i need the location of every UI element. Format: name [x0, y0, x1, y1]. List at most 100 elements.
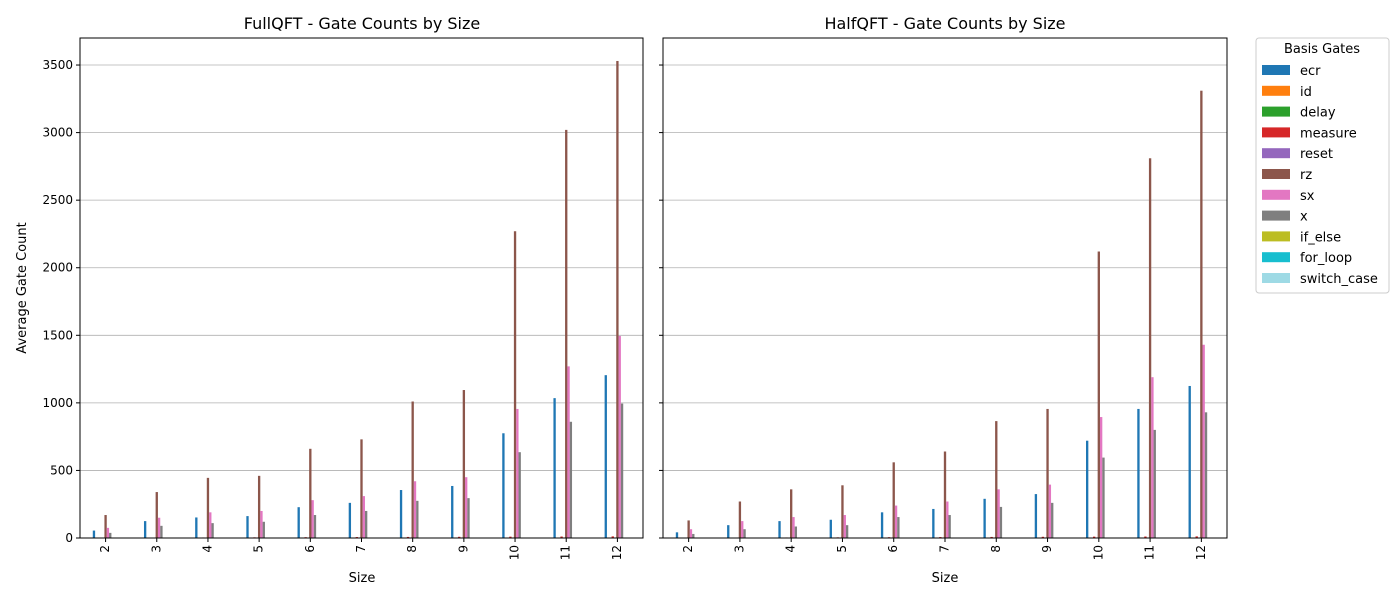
legend-label-switch_case: switch_case [1300, 272, 1378, 287]
bar-x-11 [569, 421, 573, 538]
x-tick-label: 6 [303, 545, 317, 553]
legend-swatch-id [1262, 85, 1290, 96]
subplot-title: HalfQFT - Gate Counts by Size [824, 14, 1065, 33]
bar-x-2 [109, 532, 112, 538]
legend-label-for_loop: for_loop [1300, 251, 1352, 266]
y-tick-label: 2000 [42, 261, 73, 275]
legend-label-if_else: if_else [1300, 230, 1341, 245]
bar-ecr-10 [502, 433, 505, 538]
x-tick-label: 2 [681, 545, 695, 553]
bar-ecr-7 [348, 502, 352, 538]
y-tick-label: 0 [65, 531, 73, 545]
legend-label-rz: rz [1300, 168, 1312, 183]
x-ticks: 2 3 4 5 6 7 8 9 10 11 12 [98, 538, 624, 560]
legend-label-reset: reset [1300, 147, 1333, 162]
legend-label-delay: delay [1300, 106, 1336, 121]
bar-ecr-12 [1188, 385, 1191, 538]
bar-ecr-8 [983, 498, 986, 538]
bar-ecr-6 [297, 507, 300, 538]
bar-rz-10 [1097, 251, 1100, 538]
bar-x-9 [467, 498, 470, 538]
bar-sx-4 [792, 517, 795, 538]
bar-measure-10 [509, 536, 512, 538]
bar-x-3 [160, 525, 163, 538]
x-tick-label: 11 [559, 545, 573, 560]
bar-sx-11 [1151, 377, 1154, 538]
bar-measure-10 [1092, 536, 1096, 538]
bar-ecr-6 [880, 512, 884, 538]
x-tick-label: 5 [252, 545, 266, 553]
bar-x-12 [620, 403, 624, 538]
legend-swatch-if_else [1262, 231, 1290, 242]
bar-sx-3 [157, 517, 161, 538]
bar-rz-11 [565, 129, 568, 538]
bar-measure-8 [406, 536, 410, 538]
bar-sx-7 [946, 501, 949, 538]
x-tick-label: 4 [784, 545, 798, 553]
bar-rz-8 [995, 421, 998, 538]
bar-sx-8 [997, 489, 1000, 538]
bar-ecr-10 [1086, 440, 1089, 538]
bars [92, 60, 624, 539]
bar-x-12 [1204, 412, 1208, 538]
subplot-fullqft: FullQFT - Gate Counts by Size Size Avera… [15, 14, 644, 586]
bar-sx-8 [413, 481, 417, 538]
x-tick-label: 6 [886, 545, 900, 553]
bar-measure-9 [1041, 536, 1045, 538]
bar-sx-6 [894, 505, 898, 538]
bar-ecr-9 [1034, 494, 1038, 538]
y-tick-label: 2500 [42, 193, 73, 207]
x-tick-label: 12 [1194, 545, 1208, 560]
x-tick-label: 5 [835, 545, 849, 553]
bar-ecr-5 [246, 516, 249, 538]
bar-x-7 [364, 510, 368, 538]
bar-rz-9 [462, 390, 466, 538]
bar-x-4 [211, 523, 214, 538]
bar-rz-9 [1046, 408, 1049, 538]
bar-ecr-4 [778, 521, 781, 538]
y-axis-label: Average Gate Count [15, 222, 30, 353]
x-tick-label: 4 [200, 545, 214, 553]
bar-rz-2 [687, 520, 690, 538]
x-tick-label: 3 [732, 545, 746, 553]
bar-measure-11 [1144, 536, 1147, 538]
x-tick-label: 10 [1091, 545, 1105, 560]
bar-sx-9 [465, 477, 468, 538]
bar-ecr-3 [727, 525, 730, 538]
bar-x-5 [262, 521, 265, 538]
x-tick-label: 7 [938, 545, 952, 553]
bar-rz-2 [104, 515, 107, 538]
bar-x-5 [845, 525, 849, 538]
y-ticks: 0 500 1000 1500 2000 2500 3000 3500 [42, 58, 80, 545]
legend-frame [1255, 37, 1390, 294]
y-tick-label: 1500 [42, 328, 73, 342]
bar-x-3 [743, 529, 746, 538]
legend-title: Basis Gates [1284, 42, 1360, 57]
legend: Basis Gates ecr id delay measure reset rz sx xi… [1255, 37, 1390, 294]
bar-ecr-11 [553, 398, 556, 538]
y-tick-label: 500 [50, 463, 73, 477]
bar-ecr-8 [399, 490, 403, 538]
bar-sx-2 [106, 527, 110, 538]
legend-swatch-switch_case [1262, 273, 1290, 283]
x-tick-label: 3 [149, 545, 163, 553]
bar-rz-6 [309, 448, 312, 538]
subplot-title: FullQFT - Gate Counts by Size [244, 14, 481, 33]
bar-rz-3 [155, 492, 158, 538]
bar-rz-8 [411, 401, 414, 538]
bar-rz-3 [738, 501, 742, 538]
legend-swatch-reset [1262, 148, 1290, 159]
bar-sx-9 [1048, 484, 1052, 538]
bar-x-2 [692, 533, 695, 538]
bar-x-7 [948, 515, 951, 538]
bar-rz-12 [616, 60, 619, 539]
bar-rz-4 [790, 489, 793, 538]
bar-sx-10 [1099, 417, 1103, 538]
legend-swatch-measure [1262, 127, 1290, 138]
bar-sx-2 [689, 529, 693, 538]
bar-x-8 [999, 506, 1003, 538]
gridlines [663, 64, 1227, 471]
bar-sx-7 [362, 496, 365, 538]
legend-swatch-sx [1262, 189, 1290, 200]
